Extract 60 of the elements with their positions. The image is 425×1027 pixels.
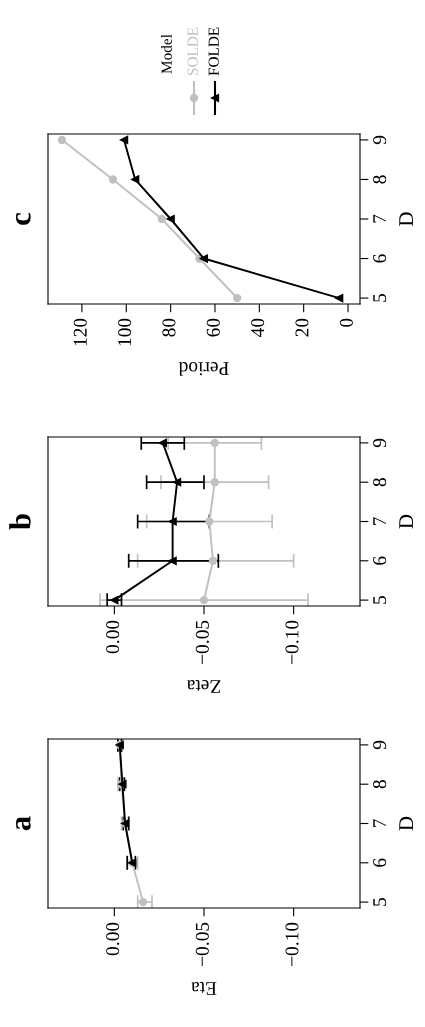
point xyxy=(110,595,119,605)
text: c xyxy=(15,212,31,225)
y-axis-title: D xyxy=(399,816,413,831)
legend-title: Model xyxy=(161,34,172,74)
point xyxy=(205,517,214,526)
point xyxy=(119,135,129,145)
y-tick-label: 7 xyxy=(373,214,386,223)
point xyxy=(57,135,67,145)
text: FOLDE xyxy=(208,27,219,76)
y-tick-label: 6 xyxy=(373,858,387,867)
y-tick-label: 7 xyxy=(373,819,386,828)
x-tick-label: 20 xyxy=(295,318,309,337)
point xyxy=(138,897,148,907)
y-tick-label: 8 xyxy=(373,478,387,487)
x-tick-label: −0.05 xyxy=(195,620,209,664)
y-tick-label: 9 xyxy=(373,438,387,448)
x-tick-label: 60 xyxy=(206,318,220,337)
y-tick-label: 5 xyxy=(373,898,387,906)
x-tick-label: 80 xyxy=(162,318,176,337)
point xyxy=(210,438,219,448)
x-axis-title: Eta xyxy=(191,981,217,995)
y-tick-label: 8 xyxy=(373,780,387,789)
y-tick-label: 5 xyxy=(373,596,387,604)
x-tick-label: 100 xyxy=(118,318,132,346)
y-tick-label: 5 xyxy=(373,293,387,302)
point xyxy=(108,175,118,184)
point xyxy=(232,293,242,303)
text: SOLDE xyxy=(187,27,198,75)
y-tick-label: 9 xyxy=(373,135,387,145)
x-tick-label: 120 xyxy=(73,318,87,346)
y-axis-title: D xyxy=(399,514,413,529)
point xyxy=(172,478,182,487)
x-tick-label: 40 xyxy=(251,318,265,337)
x-tick-label: −0.05 xyxy=(195,922,209,966)
point xyxy=(130,175,140,184)
y-tick-label: 9 xyxy=(373,740,387,750)
x-tick-label: −0.10 xyxy=(285,922,299,966)
point xyxy=(208,556,218,565)
point xyxy=(210,478,219,487)
point xyxy=(168,556,177,565)
y-tick-label: 7 xyxy=(373,517,386,526)
y-tick-label: 6 xyxy=(373,556,387,565)
x-axis-title: Period xyxy=(178,362,229,376)
x-tick-label: 0.00 xyxy=(106,620,120,654)
point xyxy=(166,214,175,224)
point xyxy=(157,214,166,224)
x-tick-label: 0 xyxy=(339,318,353,327)
y-tick-label: 6 xyxy=(373,254,387,263)
text: b xyxy=(9,514,31,530)
point xyxy=(199,595,209,605)
x-tick-label: 0.00 xyxy=(106,922,120,956)
y-axis-title: D xyxy=(399,212,413,226)
point xyxy=(168,517,177,526)
y-tick-label: 8 xyxy=(373,175,387,184)
point xyxy=(199,254,209,263)
text: a xyxy=(16,816,31,831)
x-tick-label: −0.10 xyxy=(285,620,299,664)
point xyxy=(158,438,167,448)
point xyxy=(334,293,344,303)
x-axis-title: Zeta xyxy=(187,679,221,693)
